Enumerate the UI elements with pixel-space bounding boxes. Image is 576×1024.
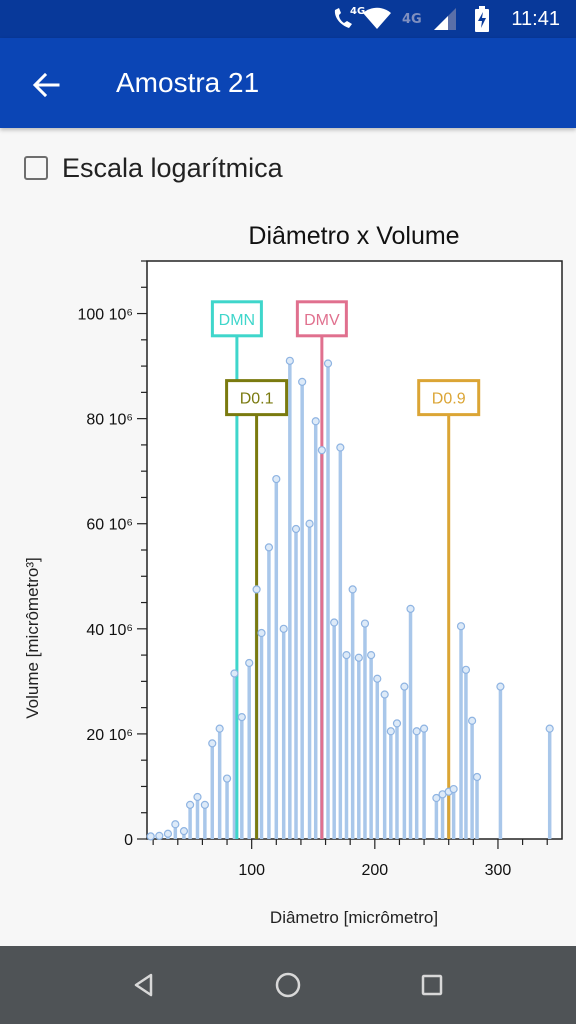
data-point [317, 446, 326, 455]
marker-label-box [417, 379, 481, 417]
y-tick-label: 80 10⁶ [86, 412, 133, 429]
status-time: 11:41 [511, 8, 560, 30]
data-point [257, 628, 266, 638]
back-triangle-icon [134, 973, 153, 997]
data-point [305, 519, 314, 528]
data-point [279, 624, 288, 633]
y-tick-label: 20 10⁶ [86, 727, 133, 744]
data-point [252, 585, 261, 594]
network-type-label: 4G [402, 11, 422, 27]
data-point [496, 682, 505, 691]
data-point [200, 800, 209, 809]
back-button[interactable] [24, 63, 68, 107]
data-point [432, 793, 441, 803]
marker-label: D0.1 [240, 391, 274, 408]
data-point [179, 827, 189, 836]
arrow-back-icon [32, 72, 60, 98]
page-title: Amostra 21 [116, 67, 260, 98]
data-point [298, 377, 307, 386]
data-point [348, 585, 357, 594]
navigation-bar [0, 946, 576, 1024]
recents-square-icon [421, 974, 443, 996]
log-scale-checkbox-row[interactable]: Escala logarítmica [24, 146, 283, 190]
wifi-icon [362, 0, 392, 38]
log-scale-checkbox[interactable] [24, 156, 48, 180]
data-point [380, 690, 389, 699]
data-point [323, 359, 333, 368]
plot-area: 0 20 10⁶ 40 10⁶ 60 10⁶ 80 10⁶ 100 10⁶ 100 200 30… [77, 260, 563, 879]
app-bar: Amostra 21 [0, 38, 576, 128]
data-point [272, 474, 281, 484]
data-point [291, 524, 301, 534]
call-badge: 4G [350, 5, 366, 17]
data-point [545, 724, 554, 733]
data-point [419, 724, 429, 733]
data-point [230, 669, 239, 678]
data-point [208, 739, 217, 748]
marker-label: DMN [219, 312, 255, 329]
x-tick-label: 300 [485, 862, 512, 879]
log-scale-label: Escala logarítmica [62, 152, 283, 183]
status-bar: 4G 4G 11:41 [0, 0, 576, 38]
y-tick-label: 0 [124, 832, 133, 849]
diameter-volume-chart: Diâmetro x Volume 0 20 10⁶ 40 10⁶ 60 10⁶ 80 … [23, 222, 563, 927]
y-axis-label: Volume [micrômetro³] [23, 557, 42, 719]
data-point [412, 727, 421, 736]
data-point [406, 604, 415, 613]
home-circle-icon [275, 972, 301, 998]
data-point [360, 619, 370, 628]
data-point [461, 665, 471, 674]
y-tick-label: 60 10⁶ [86, 517, 133, 534]
data-point [330, 618, 339, 627]
data-point [400, 682, 409, 691]
data-point [171, 820, 180, 829]
data-point [222, 774, 232, 783]
nav-back-button[interactable] [114, 955, 174, 1015]
marker-label: DMV [304, 312, 340, 329]
data-point [456, 622, 466, 631]
data-point [245, 658, 254, 668]
data-point [186, 800, 195, 809]
data-point [386, 727, 395, 736]
y-tick-label: 40 10⁶ [86, 622, 133, 639]
x-tick-label: 200 [361, 862, 388, 879]
data-point [285, 356, 294, 365]
data-point [193, 792, 202, 802]
marker-label-box [225, 379, 289, 417]
battery-charging-icon [474, 0, 490, 38]
data-point [468, 716, 477, 725]
data-point [146, 832, 155, 841]
marker-label-box [295, 300, 348, 338]
marker-label: D0.9 [432, 391, 466, 408]
nav-home-button[interactable] [258, 955, 318, 1015]
data-point [472, 772, 482, 782]
data-point [392, 719, 402, 728]
chart-title: Diâmetro x Volume [248, 222, 459, 250]
nav-recents-button[interactable] [402, 955, 462, 1015]
data-point [163, 829, 173, 838]
data-point [449, 784, 458, 794]
x-axis-label: Diâmetro [micrômetro] [270, 908, 438, 927]
data-point [373, 674, 382, 683]
data-point [155, 831, 164, 840]
data-point [311, 417, 320, 426]
y-tick-label: 100 10⁶ [77, 307, 133, 324]
data-point [215, 724, 224, 733]
data-point [237, 712, 246, 722]
data-point [342, 650, 351, 660]
marker-label-box [210, 300, 263, 338]
data-point [367, 650, 376, 660]
data-point [264, 543, 274, 552]
signal-icon [432, 0, 458, 38]
wifi-calling-icon: 4G [330, 0, 373, 38]
data-point [354, 653, 363, 662]
x-tick-label: 100 [238, 862, 265, 879]
data-point [336, 443, 345, 452]
